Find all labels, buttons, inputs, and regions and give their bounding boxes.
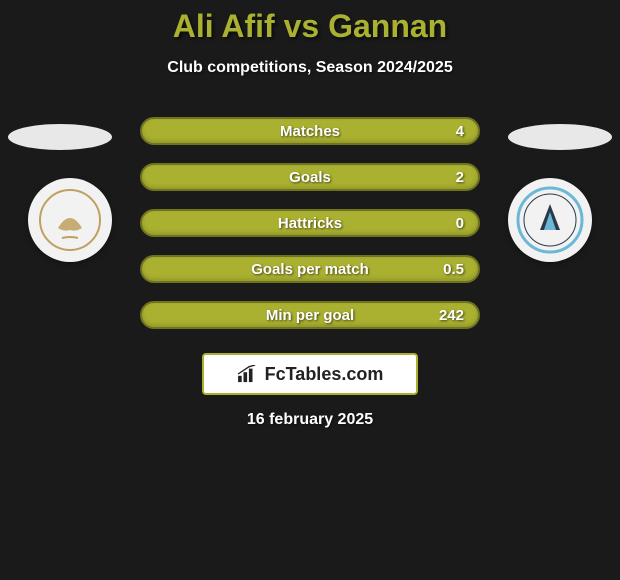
club-crest-right-icon <box>516 186 584 254</box>
stat-bar-min-per-goal: Min per goal 242 <box>140 301 480 329</box>
stat-bar-goals-per-match: Goals per match 0.5 <box>140 255 480 283</box>
stat-value: 242 <box>439 307 464 324</box>
stat-label: Min per goal <box>266 307 354 324</box>
stat-bar-goals: Goals 2 <box>140 163 480 191</box>
stat-label: Matches <box>280 123 340 140</box>
branding-box[interactable]: FcTables.com <box>202 353 418 395</box>
stat-value: 0 <box>456 215 464 232</box>
club-badge-right <box>508 178 592 262</box>
comparison-title: Ali Afif vs Gannan <box>0 0 620 45</box>
stat-value: 0.5 <box>443 261 464 278</box>
stat-label: Goals per match <box>251 261 369 278</box>
stat-value: 4 <box>456 123 464 140</box>
stat-bar-matches: Matches 4 <box>140 117 480 145</box>
stat-label: Goals <box>289 169 331 186</box>
stat-label: Hattricks <box>278 215 342 232</box>
player-left-ellipse <box>8 124 112 150</box>
date-label: 16 february 2025 <box>0 411 620 429</box>
club-crest-left-icon <box>38 188 102 252</box>
chart-icon <box>237 365 259 383</box>
branding-label: FcTables.com <box>265 364 384 385</box>
stat-value: 2 <box>456 169 464 186</box>
player-right-ellipse <box>508 124 612 150</box>
season-subtitle: Club competitions, Season 2024/2025 <box>0 59 620 77</box>
club-badge-left <box>28 178 112 262</box>
stat-bar-hattricks: Hattricks 0 <box>140 209 480 237</box>
